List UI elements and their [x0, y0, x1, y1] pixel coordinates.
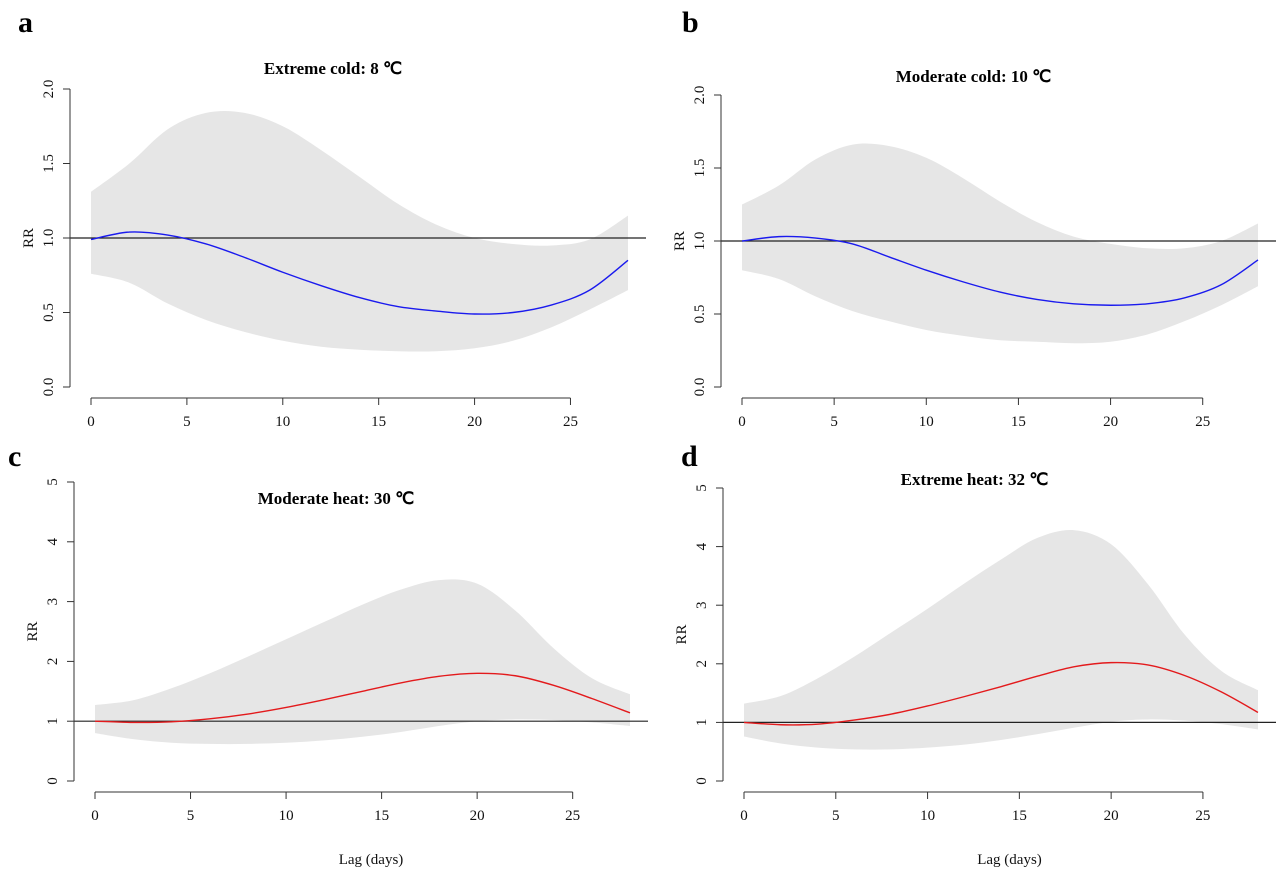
x-tick-label: 25	[1195, 414, 1210, 430]
panel-letter: b	[682, 6, 699, 39]
y-tick-label: 2	[45, 658, 61, 666]
y-tick-label: 5	[694, 484, 710, 492]
x-tick-label: 25	[565, 808, 580, 824]
y-tick-label: 4	[45, 538, 61, 546]
rr-estimate-line	[94, 672, 631, 724]
y-tick-label: 1.5	[41, 154, 57, 173]
y-axis-label: RR	[674, 624, 690, 644]
x-tick-label: 5	[187, 808, 195, 824]
y-axis-label: RR	[672, 231, 688, 251]
x-tick-label: 20	[470, 808, 485, 824]
panel-title: Moderate cold: 10 ℃	[896, 67, 1052, 86]
confidence-band	[742, 143, 1258, 344]
x-tick-label: 15	[371, 414, 386, 430]
x-axis-label: Lag (days)	[977, 852, 1042, 868]
x-tick-label: 10	[275, 414, 290, 430]
confidence-band	[95, 579, 630, 745]
panel-title: Extreme cold: 8 ℃	[264, 59, 402, 78]
y-tick-label: 2.0	[692, 86, 708, 105]
x-tick-label: 15	[1011, 414, 1026, 430]
panel-title: Moderate heat: 30 ℃	[258, 489, 414, 508]
panel-a: 0 5 10 15 20 25 0.0 0.5 1.0 1.5 2.0 RR Extreme cold:…	[18, 6, 646, 430]
x-tick-label: 5	[183, 414, 191, 430]
panel-d: 0 5 10 15 20 25 0 1 2 3 4 5 RR Lag (days) Extreme heat…	[674, 440, 1276, 868]
x-tick-label: 5	[832, 808, 840, 824]
panel-b: 0 5 10 15 20 25 0.0 0.5 1.0 1.5 2.0 RR Moderate cold…	[672, 6, 1276, 430]
rr-estimate-line	[90, 231, 629, 315]
y-tick-label: 1.5	[692, 159, 708, 178]
y-tick-label: 0.0	[692, 378, 708, 397]
x-tick-label: 5	[830, 414, 838, 430]
x-tick-label: 25	[563, 414, 578, 430]
panel-letter: d	[681, 440, 698, 473]
y-tick-label: 0	[694, 777, 710, 785]
y-axis-label: RR	[25, 621, 41, 641]
x-tick-label: 15	[1012, 808, 1027, 824]
y-tick-label: 4	[694, 542, 710, 550]
y-tick-label: 0.5	[41, 303, 57, 322]
x-tick-label: 20	[1103, 414, 1118, 430]
panel-letter: a	[18, 6, 33, 39]
x-axis-label: Lag (days)	[339, 852, 404, 868]
y-axis-label: RR	[21, 228, 37, 248]
y-tick-label: 2.0	[41, 80, 57, 99]
y-tick-label: 1	[45, 717, 61, 725]
y-tick-label: 0	[45, 777, 61, 785]
x-tick-label: 20	[1104, 808, 1119, 824]
x-tick-label: 0	[740, 808, 748, 824]
confidence-band	[744, 530, 1258, 750]
y-tick-label: 0.5	[692, 305, 708, 324]
y-tick-label: 1.0	[41, 229, 57, 248]
panel-c: 0 5 10 15 20 25 0 1 2 3 4 5 RR Lag (days) Moderate hea…	[8, 440, 648, 868]
y-tick-label: 2	[694, 660, 710, 668]
y-tick-label: 3	[45, 598, 61, 606]
rr-estimate-line	[741, 235, 1259, 306]
x-tick-label: 10	[919, 414, 934, 430]
confidence-band	[91, 110, 628, 352]
x-tick-label: 0	[738, 414, 746, 430]
x-tick-label: 25	[1195, 808, 1210, 824]
x-tick-label: 20	[467, 414, 482, 430]
x-tick-label: 0	[91, 808, 99, 824]
x-tick-label: 0	[87, 414, 95, 430]
y-tick-label: 1.0	[692, 232, 708, 251]
y-tick-label: 1	[694, 719, 710, 727]
x-tick-label: 15	[374, 808, 389, 824]
x-tick-label: 10	[279, 808, 294, 824]
panel-letter: c	[8, 440, 21, 473]
x-tick-label: 10	[920, 808, 935, 824]
y-tick-label: 5	[45, 478, 61, 486]
rr-estimate-line	[743, 661, 1259, 726]
panel-title: Extreme heat: 32 ℃	[901, 470, 1049, 489]
y-tick-label: 3	[694, 601, 710, 609]
y-tick-label: 0.0	[41, 378, 57, 397]
